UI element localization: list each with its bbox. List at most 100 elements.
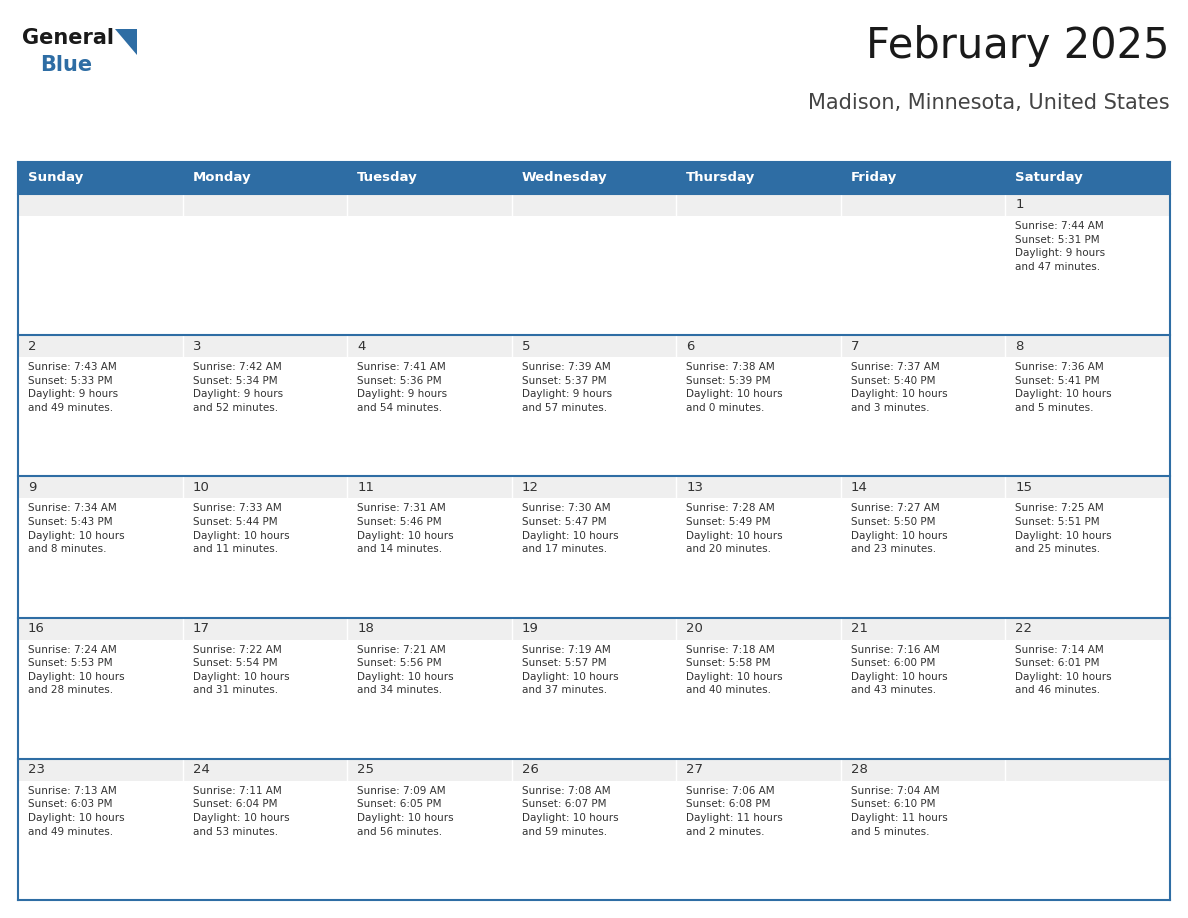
- Bar: [676, 162, 841, 194]
- Text: Sunrise: 7:21 AM
Sunset: 5:56 PM
Daylight: 10 hours
and 34 minutes.: Sunrise: 7:21 AM Sunset: 5:56 PM Dayligh…: [358, 644, 454, 696]
- Bar: [676, 194, 841, 335]
- Bar: [347, 194, 512, 335]
- Bar: [841, 759, 1005, 900]
- Text: 18: 18: [358, 622, 374, 635]
- Text: Sunrise: 7:11 AM
Sunset: 6:04 PM
Daylight: 10 hours
and 53 minutes.: Sunrise: 7:11 AM Sunset: 6:04 PM Dayligh…: [192, 786, 289, 836]
- Bar: [18, 194, 183, 335]
- Bar: [183, 476, 347, 498]
- Text: Sunrise: 7:09 AM
Sunset: 6:05 PM
Daylight: 10 hours
and 56 minutes.: Sunrise: 7:09 AM Sunset: 6:05 PM Dayligh…: [358, 786, 454, 836]
- Text: Sunrise: 7:43 AM
Sunset: 5:33 PM
Daylight: 9 hours
and 49 minutes.: Sunrise: 7:43 AM Sunset: 5:33 PM Dayligh…: [29, 363, 118, 413]
- Bar: [183, 759, 347, 781]
- Bar: [347, 476, 512, 498]
- Bar: [1005, 194, 1170, 335]
- Bar: [841, 476, 1005, 618]
- Text: 5: 5: [522, 340, 530, 353]
- Text: Saturday: Saturday: [1016, 172, 1083, 185]
- Text: 22: 22: [1016, 622, 1032, 635]
- Bar: [18, 618, 183, 640]
- Bar: [347, 759, 512, 900]
- Bar: [676, 759, 841, 900]
- Text: Sunrise: 7:25 AM
Sunset: 5:51 PM
Daylight: 10 hours
and 25 minutes.: Sunrise: 7:25 AM Sunset: 5:51 PM Dayligh…: [1016, 503, 1112, 554]
- Text: 7: 7: [851, 340, 859, 353]
- Bar: [18, 618, 183, 759]
- Text: General: General: [23, 28, 114, 48]
- Bar: [841, 162, 1005, 194]
- Bar: [1005, 335, 1170, 357]
- Bar: [183, 335, 347, 357]
- Bar: [841, 618, 1005, 759]
- Text: 9: 9: [29, 481, 37, 494]
- Bar: [676, 476, 841, 618]
- Text: Sunrise: 7:06 AM
Sunset: 6:08 PM
Daylight: 11 hours
and 2 minutes.: Sunrise: 7:06 AM Sunset: 6:08 PM Dayligh…: [687, 786, 783, 836]
- Text: Wednesday: Wednesday: [522, 172, 607, 185]
- Bar: [512, 194, 676, 216]
- Text: 13: 13: [687, 481, 703, 494]
- Text: 17: 17: [192, 622, 209, 635]
- Text: Sunrise: 7:16 AM
Sunset: 6:00 PM
Daylight: 10 hours
and 43 minutes.: Sunrise: 7:16 AM Sunset: 6:00 PM Dayligh…: [851, 644, 948, 696]
- Text: 27: 27: [687, 763, 703, 777]
- Bar: [512, 759, 676, 900]
- Text: February 2025: February 2025: [866, 25, 1170, 67]
- Bar: [841, 335, 1005, 476]
- Text: 10: 10: [192, 481, 209, 494]
- Bar: [18, 476, 183, 498]
- Text: 8: 8: [1016, 340, 1024, 353]
- Text: Sunrise: 7:13 AM
Sunset: 6:03 PM
Daylight: 10 hours
and 49 minutes.: Sunrise: 7:13 AM Sunset: 6:03 PM Dayligh…: [29, 786, 125, 836]
- Text: 14: 14: [851, 481, 867, 494]
- Text: Sunrise: 7:08 AM
Sunset: 6:07 PM
Daylight: 10 hours
and 59 minutes.: Sunrise: 7:08 AM Sunset: 6:07 PM Dayligh…: [522, 786, 618, 836]
- Text: Tuesday: Tuesday: [358, 172, 418, 185]
- Bar: [676, 618, 841, 759]
- Bar: [512, 194, 676, 335]
- Bar: [676, 194, 841, 216]
- Text: Sunrise: 7:27 AM
Sunset: 5:50 PM
Daylight: 10 hours
and 23 minutes.: Sunrise: 7:27 AM Sunset: 5:50 PM Dayligh…: [851, 503, 948, 554]
- Text: Sunrise: 7:41 AM
Sunset: 5:36 PM
Daylight: 9 hours
and 54 minutes.: Sunrise: 7:41 AM Sunset: 5:36 PM Dayligh…: [358, 363, 447, 413]
- Text: 2: 2: [29, 340, 37, 353]
- Bar: [347, 618, 512, 640]
- Text: Friday: Friday: [851, 172, 897, 185]
- Bar: [841, 335, 1005, 357]
- Bar: [512, 335, 676, 476]
- Bar: [512, 335, 676, 357]
- Bar: [18, 759, 183, 900]
- Bar: [512, 476, 676, 498]
- Bar: [512, 476, 676, 618]
- Bar: [183, 162, 347, 194]
- Bar: [347, 759, 512, 781]
- Bar: [841, 194, 1005, 216]
- Text: Sunrise: 7:38 AM
Sunset: 5:39 PM
Daylight: 10 hours
and 0 minutes.: Sunrise: 7:38 AM Sunset: 5:39 PM Dayligh…: [687, 363, 783, 413]
- Bar: [676, 618, 841, 640]
- Bar: [347, 335, 512, 357]
- Text: Madison, Minnesota, United States: Madison, Minnesota, United States: [808, 93, 1170, 113]
- Bar: [841, 194, 1005, 335]
- Text: Sunrise: 7:30 AM
Sunset: 5:47 PM
Daylight: 10 hours
and 17 minutes.: Sunrise: 7:30 AM Sunset: 5:47 PM Dayligh…: [522, 503, 618, 554]
- Bar: [1005, 476, 1170, 498]
- Bar: [1005, 335, 1170, 476]
- Text: Sunrise: 7:04 AM
Sunset: 6:10 PM
Daylight: 11 hours
and 5 minutes.: Sunrise: 7:04 AM Sunset: 6:10 PM Dayligh…: [851, 786, 948, 836]
- Bar: [183, 194, 347, 335]
- Bar: [347, 162, 512, 194]
- Text: Sunrise: 7:37 AM
Sunset: 5:40 PM
Daylight: 10 hours
and 3 minutes.: Sunrise: 7:37 AM Sunset: 5:40 PM Dayligh…: [851, 363, 948, 413]
- Text: Sunrise: 7:24 AM
Sunset: 5:53 PM
Daylight: 10 hours
and 28 minutes.: Sunrise: 7:24 AM Sunset: 5:53 PM Dayligh…: [29, 644, 125, 696]
- Text: 28: 28: [851, 763, 867, 777]
- Bar: [512, 618, 676, 640]
- Bar: [512, 759, 676, 781]
- Text: 21: 21: [851, 622, 868, 635]
- Bar: [1005, 618, 1170, 759]
- Text: Sunrise: 7:44 AM
Sunset: 5:31 PM
Daylight: 9 hours
and 47 minutes.: Sunrise: 7:44 AM Sunset: 5:31 PM Dayligh…: [1016, 221, 1106, 272]
- Bar: [183, 618, 347, 759]
- Text: Sunrise: 7:18 AM
Sunset: 5:58 PM
Daylight: 10 hours
and 40 minutes.: Sunrise: 7:18 AM Sunset: 5:58 PM Dayligh…: [687, 644, 783, 696]
- Bar: [1005, 162, 1170, 194]
- Bar: [841, 476, 1005, 498]
- Text: 26: 26: [522, 763, 538, 777]
- Bar: [183, 618, 347, 640]
- Text: Sunrise: 7:42 AM
Sunset: 5:34 PM
Daylight: 9 hours
and 52 minutes.: Sunrise: 7:42 AM Sunset: 5:34 PM Dayligh…: [192, 363, 283, 413]
- Bar: [183, 476, 347, 618]
- Bar: [676, 476, 841, 498]
- Bar: [1005, 194, 1170, 216]
- Bar: [347, 194, 512, 216]
- Polygon shape: [115, 29, 137, 55]
- Bar: [841, 759, 1005, 781]
- Bar: [1005, 759, 1170, 900]
- Bar: [183, 759, 347, 900]
- Bar: [1005, 759, 1170, 781]
